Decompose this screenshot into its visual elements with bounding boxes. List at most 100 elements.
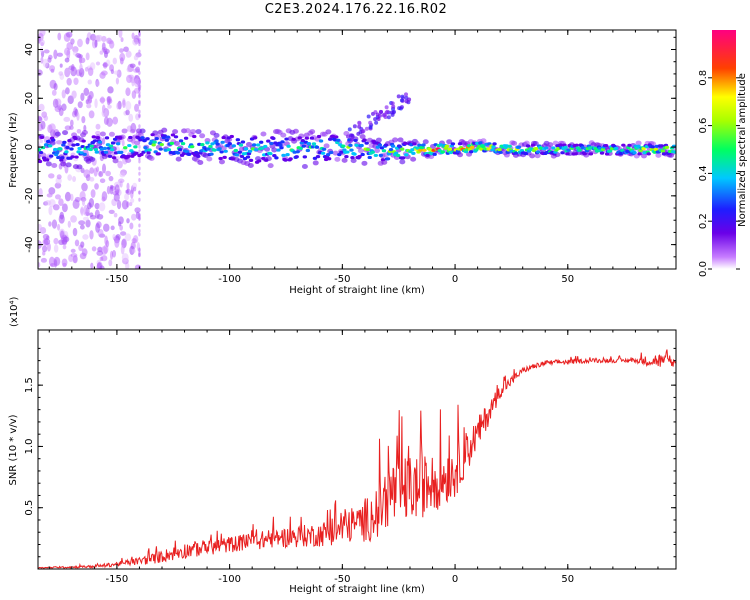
top-plot-frame	[37, 29, 677, 270]
heatmap-cell	[399, 105, 404, 110]
heatmap-cell	[38, 148, 42, 152]
heatmap-cell	[56, 155, 61, 160]
heatmap-cell	[98, 171, 104, 178]
heatmap-cell	[377, 143, 383, 147]
heatmap-cell	[172, 129, 179, 135]
heatmap-cell	[55, 140, 63, 145]
heatmap-cell	[352, 152, 357, 156]
heatmap-cell	[38, 262, 41, 268]
heatmap-cell	[127, 143, 132, 148]
heatmap-cell	[106, 185, 111, 195]
heatmap-cell	[139, 152, 144, 157]
heatmap-cell	[64, 67, 71, 78]
heatmap-cell	[56, 174, 62, 180]
heatmap-cell	[151, 143, 156, 147]
heatmap-cell	[412, 142, 417, 146]
heatmap-cell	[276, 148, 281, 152]
heatmap-cell	[375, 137, 382, 143]
heatmap-cell	[388, 147, 394, 152]
heatmap-cell	[121, 128, 128, 134]
heatmap-cell	[123, 46, 129, 52]
spectrogram-heatmap	[38, 30, 676, 269]
heatmap-cell	[574, 143, 579, 147]
heatmap-cell	[175, 156, 182, 162]
heatmap-cell	[525, 144, 531, 148]
heatmap-cell	[206, 147, 211, 151]
heatmap-cell	[125, 109, 130, 116]
heatmap-cell	[154, 136, 159, 141]
heatmap-cell	[636, 144, 641, 148]
heatmap-cell	[109, 147, 115, 152]
heatmap-cell	[89, 212, 94, 217]
heatmap-cell	[70, 193, 74, 202]
heatmap-cell	[147, 148, 152, 152]
heatmap-cell	[100, 96, 105, 104]
heatmap-cell	[87, 79, 92, 85]
heatmap-cell	[672, 150, 676, 154]
heatmap-cell	[183, 136, 189, 140]
heatmap-cell	[138, 159, 141, 164]
heatmap-cell	[88, 110, 95, 119]
heatmap-cell	[450, 142, 456, 146]
heatmap-cell	[632, 151, 637, 155]
heatmap-cell	[498, 150, 503, 155]
heatmap-cell	[196, 154, 201, 158]
heatmap-cell	[641, 147, 646, 151]
heatmap-cell	[47, 57, 52, 63]
heatmap-cell	[422, 139, 429, 145]
heatmap-cell	[68, 65, 75, 71]
heatmap-cell	[497, 147, 502, 152]
bottom-plot-frame	[37, 329, 677, 570]
heatmap-cell	[565, 152, 570, 156]
heatmap-cell	[195, 129, 202, 135]
heatmap-cell	[138, 99, 141, 104]
heatmap-cell	[320, 151, 326, 155]
heatmap-cell	[134, 207, 141, 213]
heatmap-cell	[638, 148, 643, 153]
heatmap-cell	[124, 193, 130, 201]
heatmap-cell	[103, 223, 110, 232]
heatmap-cell	[107, 86, 114, 94]
heatmap-cell	[61, 258, 68, 267]
heatmap-cell	[108, 144, 114, 148]
heatmap-cell	[87, 67, 94, 77]
heatmap-cell	[126, 218, 130, 224]
heatmap-cell	[533, 147, 539, 151]
heatmap-cell	[197, 160, 204, 166]
heatmap-cell	[300, 138, 305, 143]
heatmap-cell	[43, 238, 51, 245]
heatmap-cell	[359, 134, 366, 140]
heatmap-cell	[356, 131, 361, 136]
heatmap-cell	[382, 112, 387, 117]
colorbar-tick-label: 0.0	[698, 261, 709, 277]
heatmap-cell	[131, 78, 135, 87]
heatmap-cell	[91, 135, 96, 139]
heatmap-cell	[209, 152, 214, 156]
heatmap-cell	[390, 101, 395, 106]
heatmap-cell	[366, 114, 371, 119]
heatmap-cell	[81, 248, 88, 257]
heatmap-cell	[125, 50, 132, 58]
heatmap-cell	[350, 156, 355, 160]
heatmap-cell	[190, 145, 195, 149]
heatmap-cell	[535, 150, 541, 154]
heatmap-cell	[138, 166, 141, 171]
heatmap-cell	[57, 32, 62, 41]
x-tick-label: -100	[218, 574, 241, 585]
heatmap-cell	[62, 140, 67, 145]
heatmap-cell	[177, 148, 183, 152]
heatmap-cell	[131, 213, 137, 221]
heatmap-cell	[94, 150, 100, 154]
heatmap-cell	[219, 150, 224, 154]
heatmap-cell	[337, 153, 342, 157]
heatmap-cell	[400, 147, 405, 151]
heatmap-cell	[59, 211, 64, 220]
x-tick-label: 50	[561, 574, 574, 585]
heatmap-cell	[117, 160, 123, 169]
heatmap-cell	[76, 164, 83, 170]
heatmap-cell	[133, 54, 139, 61]
heatmap-cell	[73, 136, 78, 141]
heatmap-cell	[357, 154, 362, 159]
heatmap-cell	[69, 147, 74, 151]
heatmap-cell	[267, 163, 274, 169]
